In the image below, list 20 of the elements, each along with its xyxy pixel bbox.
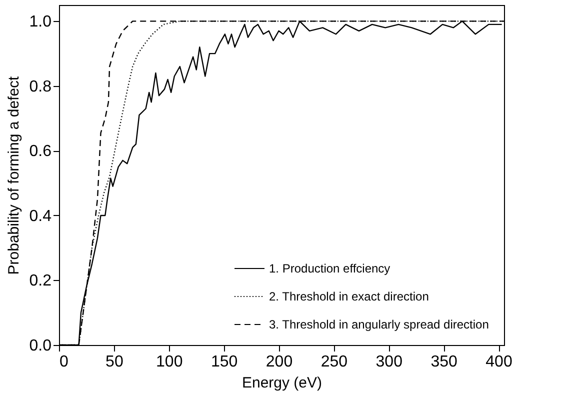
x-tick-label: 200 (266, 354, 293, 370)
y-tick-label: 1.0 (29, 14, 52, 31)
x-tick-label: 150 (210, 354, 238, 370)
y-tick-label: 0.2 (29, 272, 52, 290)
x-tick-label: 0 (60, 354, 68, 370)
x-tick-label: 50 (106, 354, 124, 370)
legend-label: 1. Production effciency (269, 262, 390, 276)
y-tick-label: 0.8 (29, 78, 52, 96)
x-tick-label: 250 (320, 354, 348, 370)
y-tick-label: 0.4 (29, 208, 52, 225)
y-tick-label: 0.6 (29, 143, 52, 160)
x-axis-title: Energy (eV) (242, 374, 322, 392)
x-tick-label: 400 (486, 354, 512, 370)
legend-label: 2. Threshold in exact direction (269, 290, 429, 304)
legend-label: 3. Threshold in angularly spread direction (269, 318, 489, 332)
x-tick-label: 100 (156, 354, 183, 370)
y-axis-title: Probability of forming a defect (5, 75, 22, 275)
x-tick-label: 350 (430, 354, 458, 370)
y-tick-label: 0.0 (29, 338, 52, 354)
x-tick-label: 300 (376, 354, 403, 370)
